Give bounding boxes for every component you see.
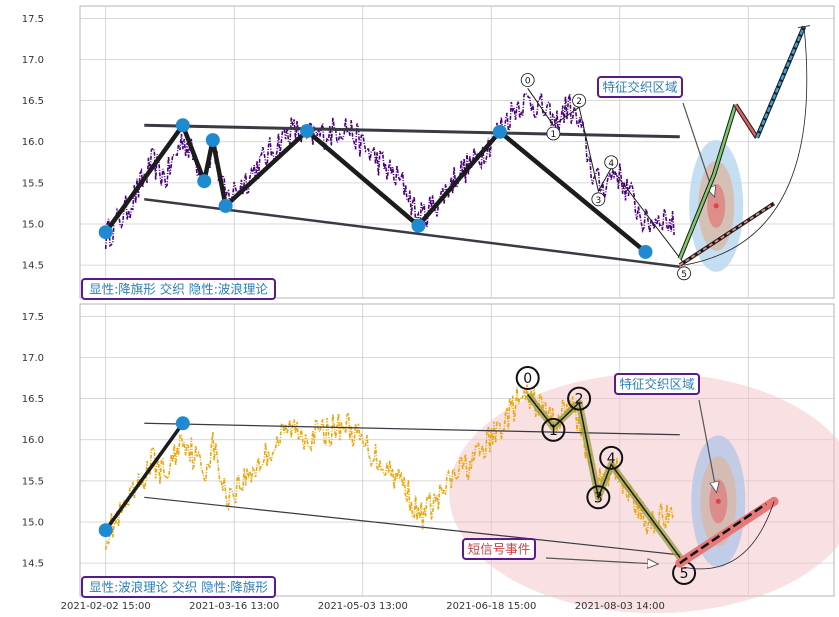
pattern-point-marker <box>98 523 113 538</box>
price-series-line <box>104 384 675 550</box>
y-tick-label: 17.5 <box>22 14 44 25</box>
projection-arc <box>683 26 808 266</box>
annotation-arrow <box>698 399 716 491</box>
flag-upper-line <box>144 422 680 436</box>
target-tick <box>797 25 811 28</box>
wave-label: 4 <box>607 451 616 467</box>
bottom-panel: 14.5 15.0 15.5 16.0 16.5 17.0 17.5 0 1 2 3 4 5 特征交织区域… <box>22 303 839 614</box>
pattern-point-marker <box>175 416 190 431</box>
pattern-label-box <box>81 576 276 598</box>
projection-arc <box>683 501 775 570</box>
feature-center <box>713 203 719 209</box>
wave-label: 1 <box>551 130 557 140</box>
wave-label-circle <box>541 417 566 442</box>
flag-lower-line <box>144 496 680 556</box>
forecast-dashed-line <box>679 502 767 565</box>
wave-label: 5 <box>680 566 689 582</box>
forecast-red-line <box>734 104 758 139</box>
signal-region-ellipse <box>449 373 839 614</box>
y-tick-label: 17.5 <box>22 312 44 323</box>
wave-label: 4 <box>608 159 614 169</box>
pattern-label-box <box>81 278 276 300</box>
pattern-point-marker <box>197 174 212 189</box>
annotation-text: 特征交织区域 <box>619 377 694 392</box>
x-tick-label: 2021-05-03 13:00 <box>318 601 408 612</box>
annotation-box <box>614 373 700 395</box>
wave-label: 2 <box>576 97 582 107</box>
wave-label-circle <box>677 266 691 281</box>
forecast-dashed-line <box>679 202 775 266</box>
y-tick-label: 15.0 <box>22 219 44 230</box>
pattern-label-text: 显性:波浪理论 交织 隐性:降旗形 <box>89 580 268 595</box>
x-tick-label: 2021-02-02 15:00 <box>61 601 151 612</box>
wave-label-circle <box>586 485 611 510</box>
wave-label: 3 <box>594 490 603 506</box>
pattern-point-marker <box>98 225 113 240</box>
wave-label-circle <box>546 126 561 141</box>
wave-label: 0 <box>525 77 531 87</box>
annotation-text: 特征交织区域 <box>602 80 677 95</box>
signal-arrow <box>545 557 657 564</box>
elliott-wave-line <box>527 394 685 564</box>
feature-center <box>715 498 721 504</box>
wave-label-circle <box>572 93 586 108</box>
y-tick-label: 16.0 <box>22 435 44 446</box>
wave-label-circle <box>599 445 624 470</box>
pattern-point-marker <box>411 218 426 233</box>
pattern-point-marker <box>205 133 220 148</box>
wave-label-circle <box>604 155 619 170</box>
elliott-wave-line <box>527 88 685 264</box>
top-panel: 14.5 15.0 15.5 16.0 16.5 17.0 17.5 0 1 2 3 4 5 特征交织区域… <box>22 5 835 300</box>
pattern-point-marker <box>218 198 233 213</box>
wave-label: 2 <box>575 392 584 408</box>
signal-box <box>462 538 536 560</box>
pattern-point-marker <box>492 124 507 139</box>
forecast-blue-line <box>755 26 806 139</box>
flag-upper-line <box>144 123 680 139</box>
y-tick-label: 14.5 <box>22 261 44 272</box>
pattern-point-marker <box>638 244 653 259</box>
x-axis: 2021-02-02 15:00 2021-03-16 13:00 2021-05-… <box>61 601 665 612</box>
pattern-wave-line <box>104 422 185 532</box>
x-tick-label: 2021-03-16 13:00 <box>189 601 279 612</box>
wave-label-circle <box>520 73 535 87</box>
y-tick-label: 17.0 <box>22 55 44 66</box>
y-tick-label: 14.5 <box>22 559 44 570</box>
flag-lower-line <box>144 198 680 268</box>
pattern-label-text: 显性:降旗形 交织 隐性:波浪理论 <box>89 282 268 297</box>
x-tick-label: 2021-08-03 14:00 <box>575 601 665 612</box>
y-tick-label: 15.5 <box>22 178 44 189</box>
annotation-box <box>597 76 683 98</box>
signal-text: 短信号事件 <box>468 542 531 557</box>
wave-label-circle <box>591 192 606 207</box>
pattern-point-marker <box>300 124 315 139</box>
pattern-point-marker <box>175 118 190 133</box>
y-tick-label: 16.5 <box>22 96 44 107</box>
wave-label: 0 <box>523 371 532 387</box>
price-series-line <box>104 91 675 249</box>
y-tick-label: 16.5 <box>22 394 44 405</box>
y-tick-label: 16.0 <box>22 137 44 148</box>
y-tick-label: 15.0 <box>22 517 44 528</box>
x-tick-label: 2021-06-18 15:00 <box>446 601 536 612</box>
wave-label: 3 <box>596 196 602 206</box>
forecast-green-line <box>678 104 737 259</box>
y-tick-label: 17.0 <box>22 353 44 364</box>
wave-label: 5 <box>681 270 687 280</box>
wave-label-circle <box>567 386 592 411</box>
wave-label-circle <box>515 366 540 391</box>
annotation-arrow <box>682 102 714 196</box>
y-tick-label: 15.5 <box>22 476 44 487</box>
wave-label: 1 <box>549 423 558 439</box>
